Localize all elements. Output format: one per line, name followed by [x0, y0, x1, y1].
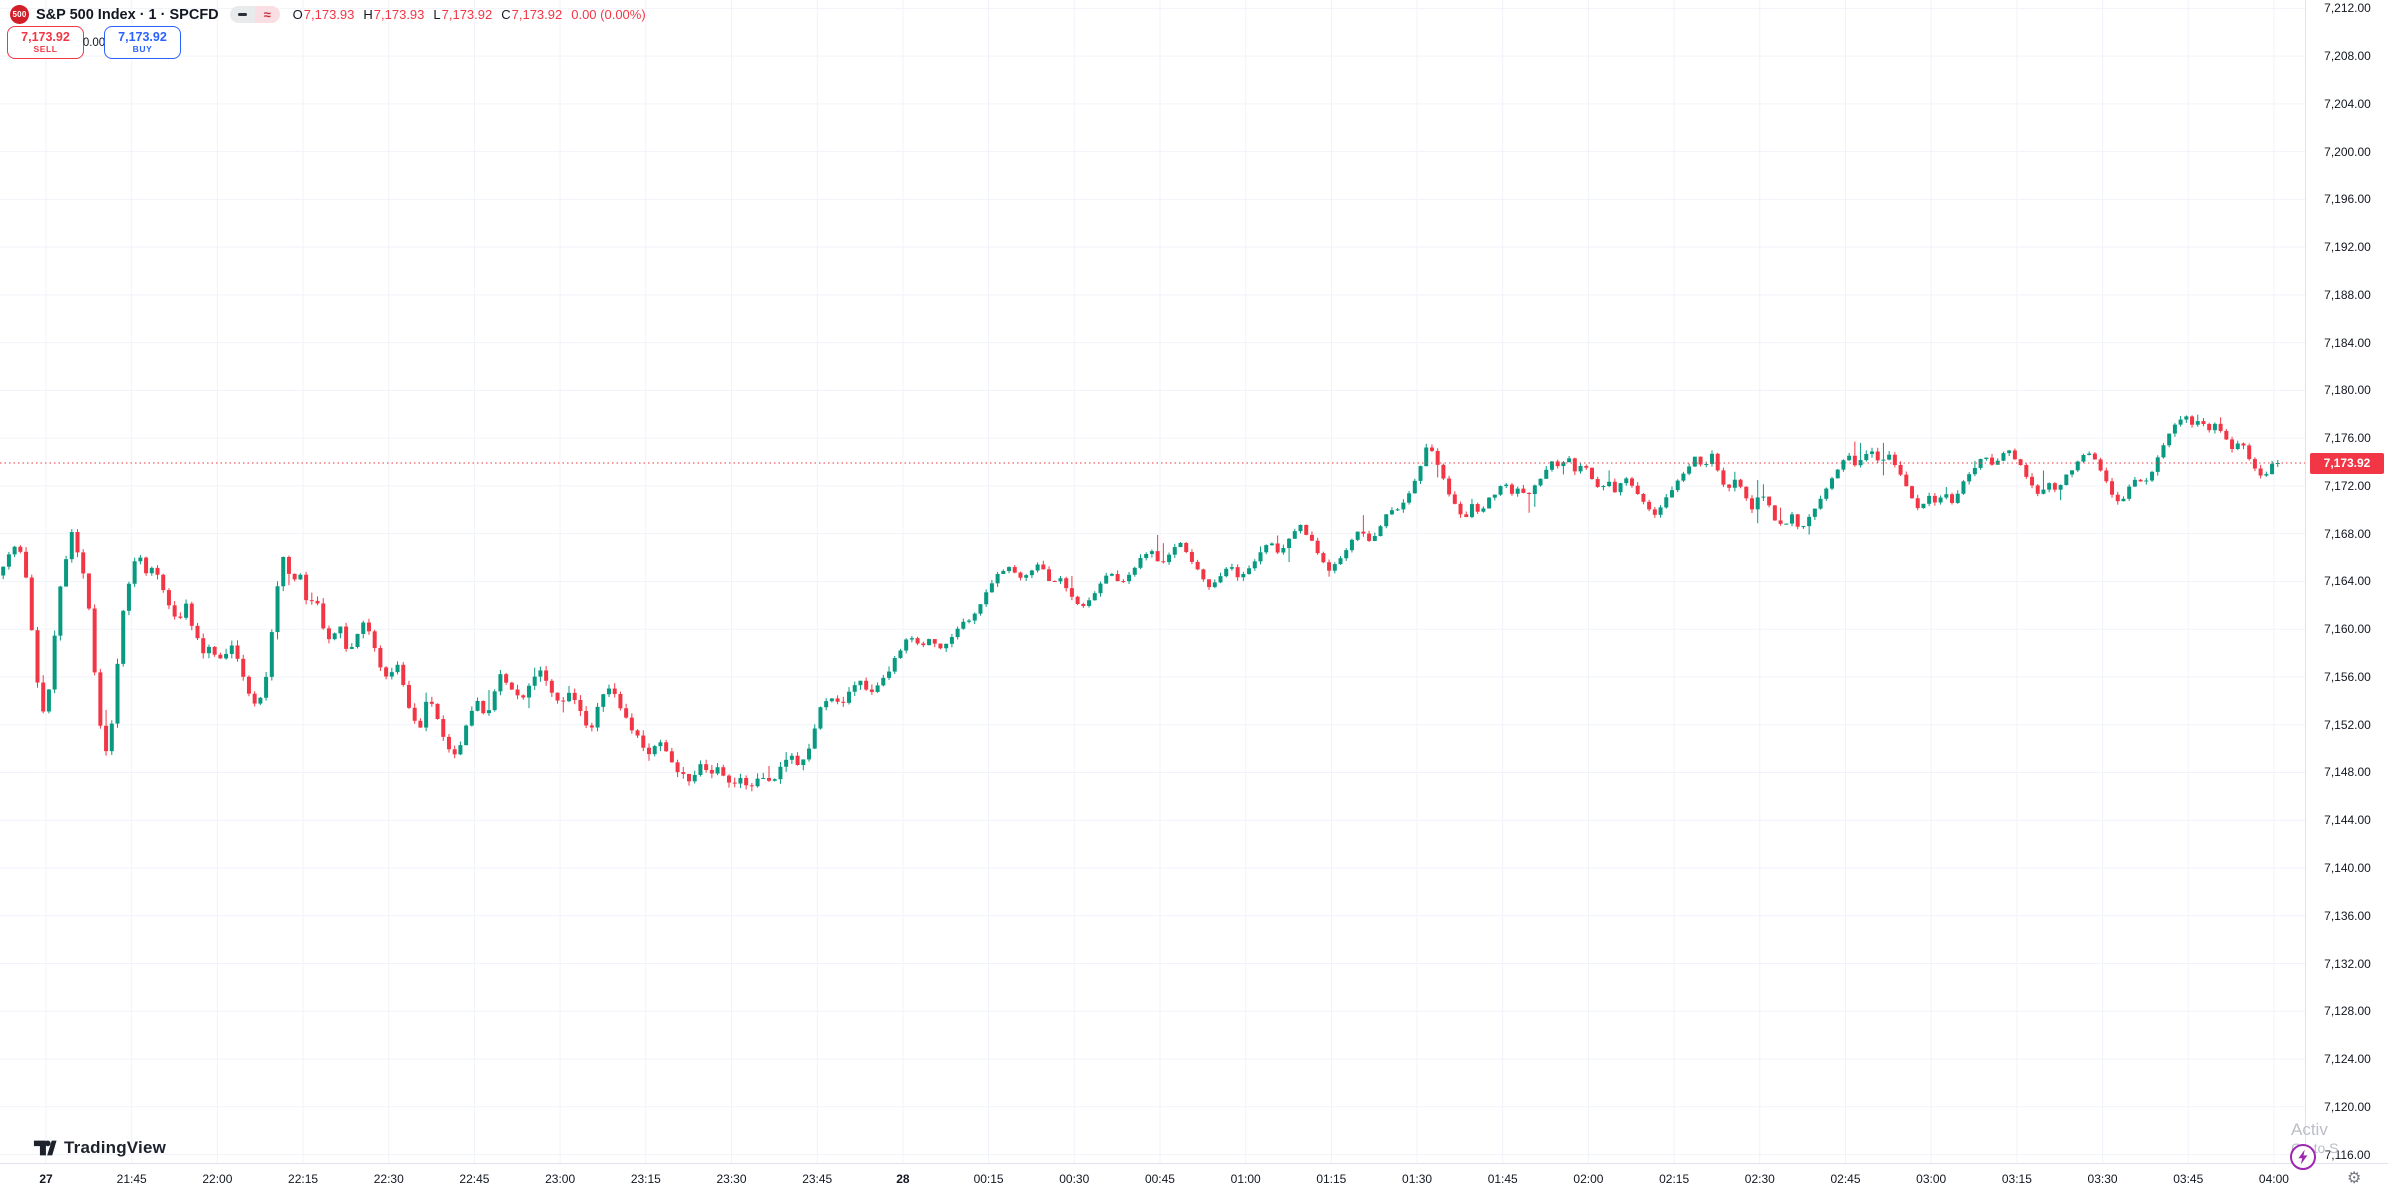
price-axis-label: 7,188.00 [2324, 287, 2371, 302]
time-axis-label: 00:45 [1144, 1172, 1175, 1186]
delayed-data-icon[interactable]: ≈ [254, 6, 280, 23]
high-value: 7,173.93 [373, 7, 425, 22]
price-axis-label: 7,184.00 [2324, 335, 2371, 350]
time-axis-label: 23:30 [716, 1172, 747, 1186]
time-axis-label: 02:00 [1573, 1172, 1604, 1186]
flash-order-button[interactable] [2289, 1143, 2317, 1176]
time-axis-label: 23:00 [545, 1172, 576, 1186]
price-axis-label: 7,192.00 [2324, 240, 2371, 255]
buy-price: 7,173.92 [118, 30, 167, 45]
time-axis-label: 22:00 [202, 1172, 233, 1186]
price-axis-label: 7,132.00 [2324, 956, 2371, 971]
price-axis-label: 7,180.00 [2324, 383, 2371, 398]
time-axis-label: 22:15 [288, 1172, 319, 1186]
price-axis-label: 7,148.00 [2324, 765, 2371, 780]
sp500-logo-icon: 500 [10, 5, 29, 24]
watermark-line1: Activ [2291, 1120, 2328, 1139]
buy-label: BUY [132, 43, 153, 54]
price-axis-label: 7,204.00 [2324, 96, 2371, 111]
ohlc-values: O 7,173.93 H 7,173.93 L 7,173.92 C 7,173.92 … [293, 7, 646, 22]
time-axis-label: 21:45 [116, 1172, 147, 1186]
price-axis-label: 7,164.00 [2324, 574, 2371, 589]
chart-canvas[interactable] [0, 0, 2306, 1163]
time-axis-label: 04:00 [2258, 1172, 2289, 1186]
time-axis-label: 00:30 [1059, 1172, 1090, 1186]
time-axis-label: 00:15 [973, 1172, 1004, 1186]
price-axis-label: 7,136.00 [2324, 908, 2371, 923]
time-axis[interactable]: ⚙ 27 21:45 22:00 22:15 22:30 22:45 23:00 23:15 2… [0, 1163, 2388, 1195]
time-axis-label: 01:15 [1316, 1172, 1347, 1186]
time-axis-label: 01:30 [1402, 1172, 1433, 1186]
symbol-legend: 500 S&P 500 Index · 1 · SPCFD ≈ O 7,173.9… [10, 5, 646, 24]
price-axis-label: 7,120.00 [2324, 1099, 2371, 1114]
close-value: 7,173.92 [511, 7, 563, 22]
price-axis-label: 7,156.00 [2324, 669, 2371, 684]
time-axis-label: 23:45 [802, 1172, 833, 1186]
price-axis-label: 7,152.00 [2324, 717, 2371, 732]
gear-icon[interactable]: ⚙ [2347, 1170, 2362, 1187]
price-axis-label: 7,160.00 [2324, 622, 2371, 637]
time-axis-label: 02:15 [1659, 1172, 1690, 1186]
time-axis-label: 03:00 [1916, 1172, 1947, 1186]
sell-label: SELL [33, 43, 58, 54]
change-value: 0.00 (0.00%) [571, 7, 646, 22]
low-label: L [433, 7, 441, 22]
trade-panel: 7,173.92 SELL 0.00 7,173.92 BUY [7, 26, 181, 59]
sell-button[interactable]: 7,173.92 SELL [7, 26, 84, 59]
tradingview-wordmark: TradingView [64, 1138, 167, 1157]
low-value: 7,173.92 [441, 7, 493, 22]
time-axis-label: 02:30 [1744, 1172, 1775, 1186]
time-axis-label: 02:45 [1830, 1172, 1861, 1186]
price-axis-label: 7,140.00 [2324, 861, 2371, 875]
open-label: O [292, 7, 303, 22]
time-axis-label: 23:15 [630, 1172, 661, 1186]
close-label: C [501, 7, 511, 22]
time-axis-label: 01:45 [1487, 1172, 1518, 1186]
price-axis-label: 7,124.00 [2324, 1052, 2371, 1067]
time-axis-label: 01:00 [1230, 1172, 1261, 1186]
price-axis-label: 7,128.00 [2324, 1004, 2371, 1019]
price-axis-label: 7,144.00 [2324, 813, 2371, 828]
buy-button[interactable]: 7,173.92 BUY [104, 26, 181, 59]
time-axis-label: 22:30 [373, 1172, 404, 1186]
lightning-icon [2290, 1144, 2316, 1170]
current-price-badge: 7,173.92 [2310, 452, 2384, 474]
time-axis-label: 22:45 [459, 1172, 490, 1186]
open-value: 7,173.93 [303, 7, 355, 22]
tradingview-logo[interactable]: TradingView [33, 1136, 166, 1160]
high-label: H [363, 7, 373, 22]
price-axis-label: 7,200.00 [2324, 144, 2371, 159]
price-axis-label: 7,168.00 [2324, 526, 2371, 541]
time-axis-label: 03:30 [2087, 1172, 2118, 1186]
market-holiday-icon[interactable] [229, 6, 255, 23]
price-axis-label: 7,196.00 [2324, 192, 2371, 207]
sell-price: 7,173.92 [21, 30, 70, 45]
time-axis-label: 03:45 [2173, 1172, 2204, 1186]
time-axis-label: 03:15 [2001, 1172, 2032, 1186]
price-axis-label: 7,176.00 [2324, 431, 2371, 446]
price-axis[interactable]: 7,173.92 7,116.00 7,120.00 7,124.00 7,128.0… [2305, 0, 2388, 1163]
price-axis-label: 7,208.00 [2324, 49, 2371, 64]
tradingview-mark-icon [33, 1140, 57, 1156]
price-axis-label: 7,116.00 [2324, 1147, 2371, 1162]
market-status-pills[interactable]: ≈ [229, 6, 280, 23]
symbol-title[interactable]: S&P 500 Index · 1 · SPCFD [36, 6, 219, 23]
price-axis-label: 7,172.00 [2324, 478, 2371, 493]
price-axis-label: 7,212.00 [2324, 1, 2371, 16]
spread-value: 0.00 [82, 36, 106, 49]
time-axis-label: 27 [39, 1172, 53, 1186]
time-axis-label: 28 [896, 1172, 910, 1186]
